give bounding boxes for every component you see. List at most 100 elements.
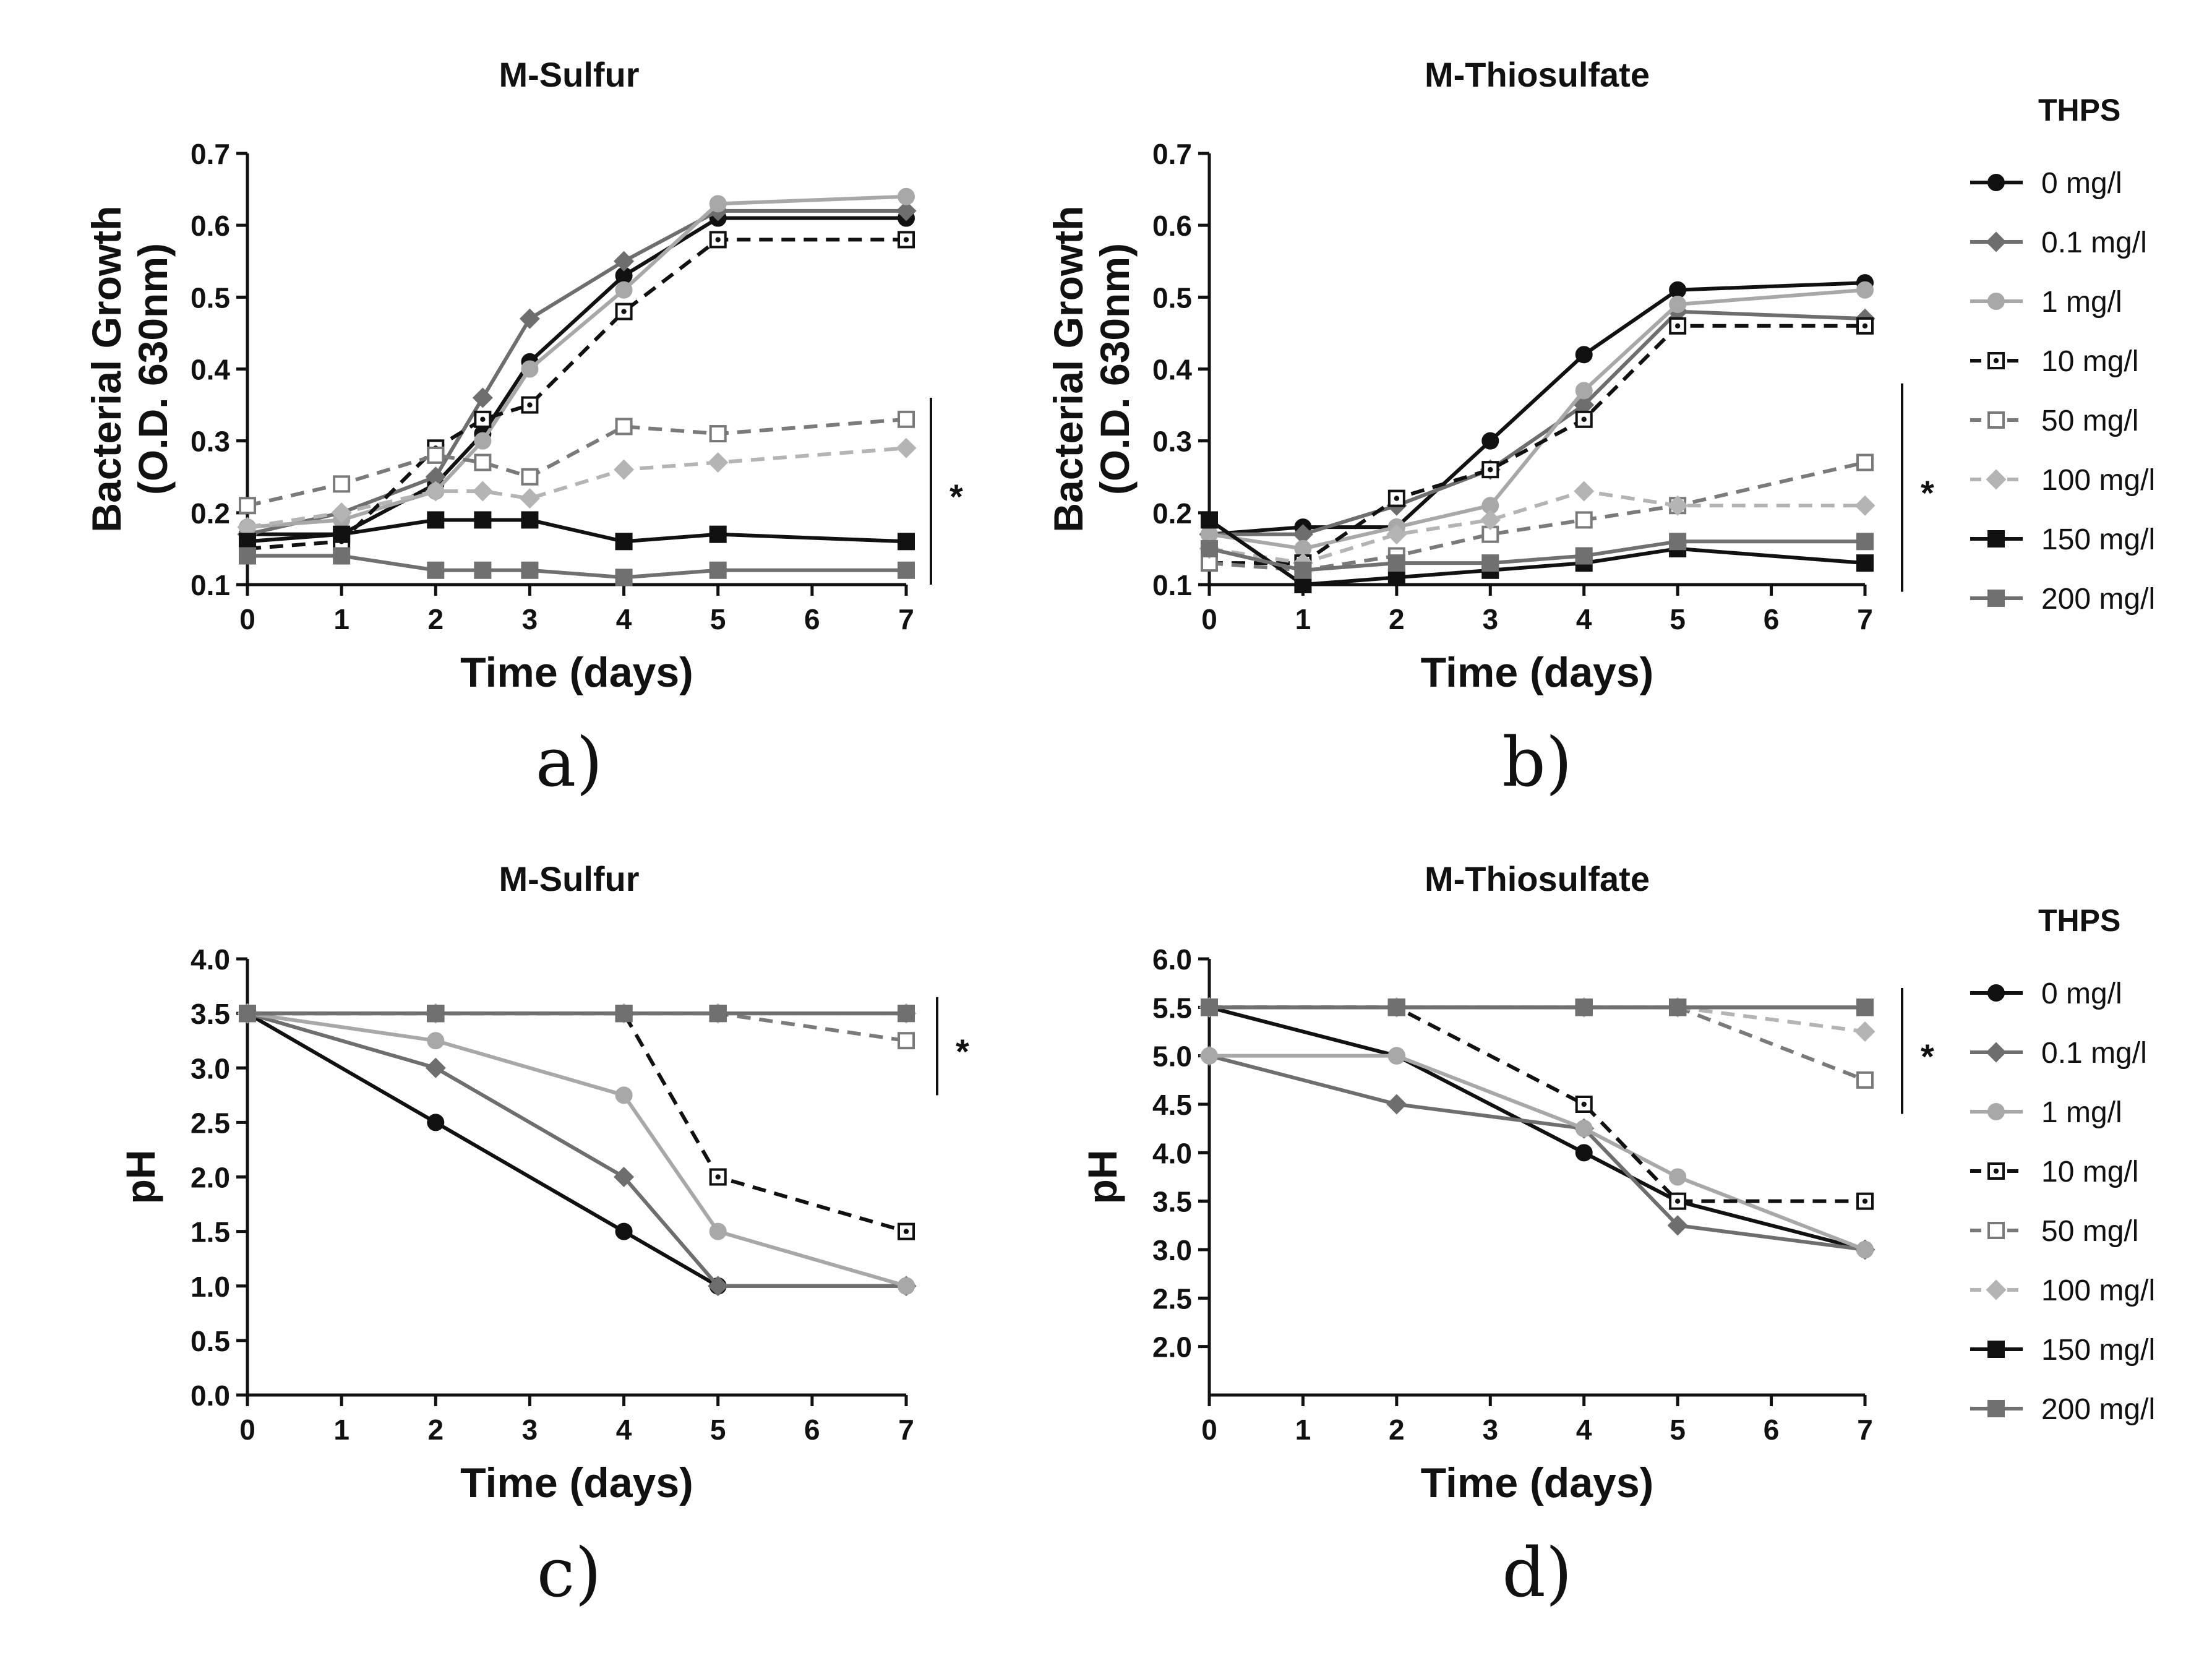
data-point <box>239 533 256 551</box>
data-point <box>1387 1047 1405 1065</box>
x-tick-label: 3 <box>522 603 538 635</box>
data-point <box>1575 1144 1593 1162</box>
y-tick-label: 3.0 <box>1152 1234 1192 1266</box>
data-point <box>1481 554 1499 572</box>
y-tick-label: 0.5 <box>191 281 230 314</box>
x-tick-label: 2 <box>427 603 444 635</box>
significance-marker: * <box>1921 473 1934 512</box>
data-point <box>1856 1071 1874 1089</box>
legend-swatch-marker <box>1986 1042 2007 1063</box>
data-point <box>1387 569 1405 586</box>
x-tick-label: 0 <box>239 1414 255 1446</box>
y-axis-label: pH <box>1079 1150 1125 1204</box>
y-tick-label: 2.0 <box>1152 1331 1192 1363</box>
data-point <box>896 200 917 221</box>
y-tick-label: 0.0 <box>191 1380 230 1412</box>
data-point <box>709 525 727 543</box>
significance-marker: * <box>950 477 963 516</box>
legend-label: 150 mg/l <box>2041 1334 2155 1367</box>
legend-label: 50 mg/l <box>2041 1215 2138 1248</box>
data-point <box>1669 533 1687 551</box>
data-point <box>472 481 493 502</box>
data-point <box>615 418 633 436</box>
legend-swatch-marker <box>1987 293 2005 310</box>
x-tick-label: 1 <box>1295 603 1311 635</box>
series-1-mg-l <box>1201 1047 1874 1258</box>
data-point <box>425 481 446 502</box>
x-axis-label: Time (days) <box>1421 649 1654 696</box>
x-tick-label: 0 <box>1201 603 1217 635</box>
series-line <box>1209 1005 1865 1203</box>
data-point <box>1294 576 1312 593</box>
y-tick-label: 1.5 <box>191 1216 230 1248</box>
data-point <box>1480 509 1501 530</box>
data-point <box>709 1005 727 1023</box>
chart-panel-4: M-Thiosulfate 2.0 2.5 3.0 3.5 4.0 4.5 5.0 5.5 6.0… <box>1079 859 1934 1612</box>
y-tick-label: 0.2 <box>191 497 230 530</box>
data-point <box>614 1166 635 1188</box>
x-tick-label: 5 <box>710 603 726 635</box>
legend-label: 10 mg/l <box>2041 1156 2138 1188</box>
x-tick-label: 5 <box>1670 1414 1686 1446</box>
data-point <box>898 1032 915 1050</box>
legend-label: 200 mg/l <box>2041 1393 2155 1426</box>
data-point-dot <box>1862 1198 1868 1204</box>
data-point <box>896 437 917 458</box>
data-point <box>1669 317 1687 335</box>
data-point <box>898 533 915 551</box>
legend-label: 150 mg/l <box>2041 523 2155 556</box>
data-point <box>1386 1094 1407 1115</box>
y-tick-label: 2.5 <box>1152 1282 1192 1315</box>
series-line <box>1209 281 1866 536</box>
legend-label: 200 mg/l <box>2041 583 2155 616</box>
data-point <box>898 561 915 579</box>
data-point <box>1856 453 1874 471</box>
series-line <box>247 238 906 551</box>
panel-label: d) <box>1502 1533 1572 1612</box>
series-line <box>1209 309 1866 536</box>
data-point <box>1201 539 1218 557</box>
data-point <box>898 1277 915 1295</box>
data-point <box>239 547 256 565</box>
y-tick-label: 5.5 <box>1152 992 1192 1024</box>
y-tick-label: 0.1 <box>1152 569 1192 601</box>
x-tick-label: 4 <box>1576 1414 1592 1446</box>
y-tick-label: 0.1 <box>191 569 230 601</box>
data-point <box>1856 281 1874 299</box>
series-line <box>1209 288 1866 551</box>
series-line <box>247 1011 906 1288</box>
data-point <box>1856 1241 1874 1258</box>
data-point <box>898 410 915 428</box>
data-point <box>472 387 493 408</box>
legend-swatch-marker <box>1987 590 2005 607</box>
data-point-dot <box>715 1174 721 1180</box>
y-tick-label: 0.6 <box>1152 210 1192 242</box>
y-axis-label-line1: Bacterial Growth <box>84 205 129 532</box>
data-point <box>615 281 633 299</box>
legend-2: THPS 0 mg/l 0.1 mg/l 1 mg/l 10 mg/l 50 mg/l 10… <box>1970 903 2155 1426</box>
x-tick-label: 0 <box>1201 1414 1217 1446</box>
y-tick-label: 3.0 <box>191 1052 230 1084</box>
series-line <box>1209 1054 1866 1252</box>
data-point <box>425 1057 446 1078</box>
data-point <box>1856 1192 1874 1210</box>
legend-1: THPS 0 mg/l 0.1 mg/l 1 mg/l 10 mg/l 50 mg/l 10… <box>1970 93 2155 616</box>
x-tick-label: 7 <box>898 603 914 635</box>
chart-panel-1: M-Sulfur 0.1 0.2 0.3 0.4 0.5 0.6 0.7 0 1 2 3 4 5 6 7 Tim… <box>84 55 963 802</box>
data-point <box>521 511 539 529</box>
legend-label: 1 mg/l <box>2041 1096 2122 1129</box>
data-point <box>615 533 633 551</box>
legend-label: 1 mg/l <box>2041 286 2122 319</box>
data-point <box>1201 511 1218 529</box>
y-tick-label: 4.5 <box>1152 1089 1192 1121</box>
data-point-dot <box>903 237 909 243</box>
y-tick-label: 4.0 <box>191 943 230 976</box>
y-tick-label: 6.0 <box>1152 943 1192 976</box>
x-tick-label: 5 <box>1670 603 1686 635</box>
data-point <box>709 1222 727 1240</box>
y-axis-label-line2: (O.D. 630nm) <box>1092 243 1138 495</box>
legend-swatch-marker <box>1987 984 2005 1002</box>
data-point <box>239 497 256 515</box>
chart-title: M-Sulfur <box>499 55 639 94</box>
x-tick-label: 7 <box>1857 603 1873 635</box>
